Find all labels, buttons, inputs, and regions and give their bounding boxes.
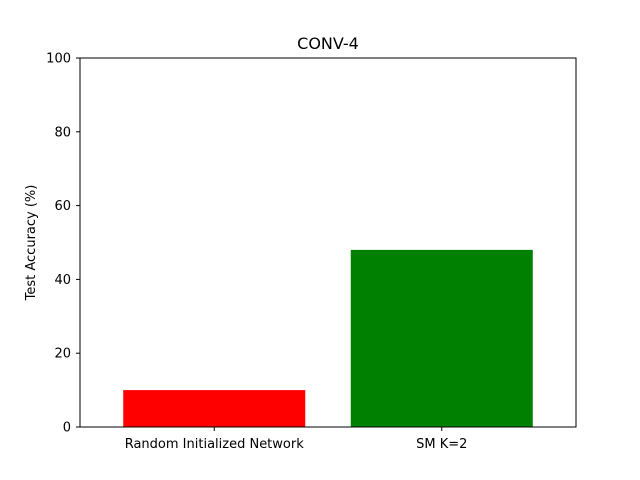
- y-axis-ticks: 0 20 40 60 80 100: [46, 52, 80, 436]
- x-axis-ticks: Random Initialized Network SM K=2: [125, 427, 467, 452]
- plot-area-frame: [79, 57, 577, 428]
- y-tick-label: 80: [54, 125, 71, 140]
- bar-1: [123, 390, 306, 427]
- x-tick-label: Random Initialized Network: [125, 437, 304, 452]
- y-tick-label: 0: [63, 421, 71, 436]
- bar-2: [350, 249, 533, 427]
- y-tick-label: 20: [54, 347, 71, 362]
- y-tick-label: 60: [54, 199, 71, 214]
- x-tick-label: SM K=2: [416, 437, 467, 452]
- chart-title: CONV-4: [297, 34, 359, 53]
- y-tick-label: 40: [54, 273, 71, 288]
- y-axis-title: Test Accuracy (%): [24, 185, 39, 302]
- bars-group: [123, 249, 533, 427]
- y-tick-label: 100: [46, 52, 71, 67]
